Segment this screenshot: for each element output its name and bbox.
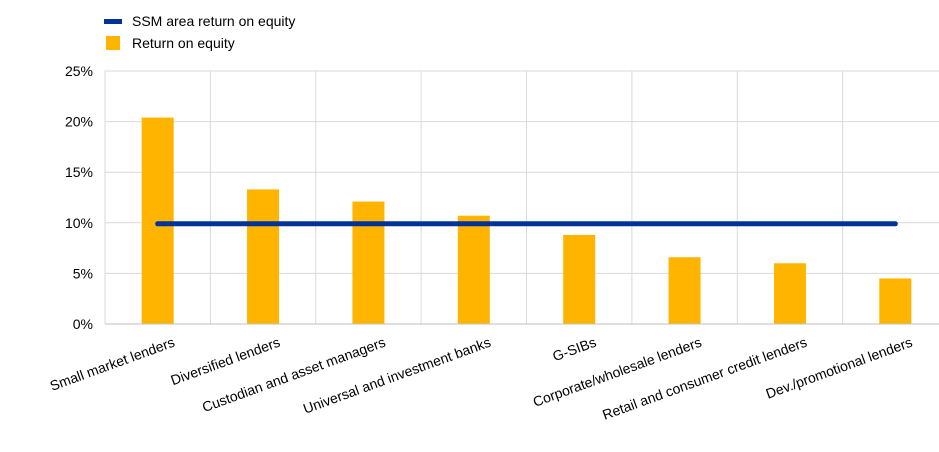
y-tick-label: 5%	[73, 265, 93, 281]
bar-return-on-equity	[457, 215, 490, 324]
legend-label-roe: Return on equity	[132, 35, 235, 51]
x-tick-label: Corporate/wholesale lenders	[531, 334, 704, 410]
legend-label-ssm: SSM area return on equity	[132, 13, 296, 29]
bar-return-on-equity	[247, 189, 280, 324]
legend: SSM area return on equity Return on equi…	[104, 10, 295, 54]
y-tick-label: 20%	[65, 114, 93, 130]
bar-return-on-equity	[563, 234, 596, 324]
bar-return-on-equity	[352, 201, 385, 324]
y-tick-label: 10%	[65, 215, 93, 231]
legend-bar-swatch	[106, 36, 120, 50]
bar-return-on-equity	[141, 117, 174, 324]
y-tick-label: 0%	[73, 316, 93, 332]
y-tick-label: 25%	[65, 63, 93, 79]
y-tick-label: 15%	[65, 164, 93, 180]
x-tick-label: Universal and investment banks	[301, 334, 493, 417]
legend-item-roe: Return on equity	[104, 32, 295, 54]
legend-item-ssm: SSM area return on equity	[104, 10, 295, 32]
bar-return-on-equity	[668, 257, 701, 324]
x-tick-label: Custodian and asset managers	[200, 334, 388, 415]
bar-return-on-equity	[773, 263, 806, 324]
x-tick-label: Retail and consumer credit lenders	[600, 334, 809, 423]
x-tick-label: Small market lenders	[48, 334, 177, 394]
legend-line-swatch	[104, 18, 122, 24]
x-tick-label: G-SIBs	[550, 334, 598, 364]
bar-return-on-equity	[879, 278, 912, 324]
